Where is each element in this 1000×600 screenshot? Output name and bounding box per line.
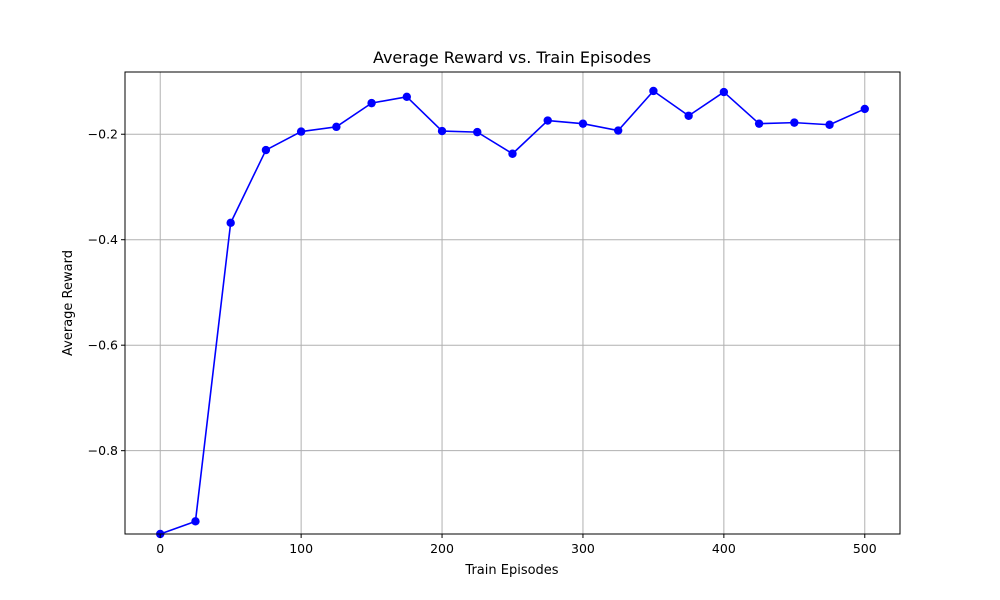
plot-frame <box>124 71 901 535</box>
x-tick-label: 100 <box>289 541 313 556</box>
y-axis-ticks: −0.8 −0.6 −0.4 −0.2 <box>88 127 125 458</box>
data-point <box>754 119 764 128</box>
series-layer <box>156 86 869 539</box>
y-tick-label: −0.8 <box>88 443 118 458</box>
data-point <box>860 104 869 114</box>
data-point <box>191 517 200 526</box>
x-tick-label: 500 <box>853 541 877 556</box>
data-point <box>825 120 834 129</box>
x-axis-ticks: 0 100 200 300 400 500 <box>156 534 877 556</box>
data-point <box>613 126 623 135</box>
data-point <box>578 119 588 128</box>
y-tick-label: −0.4 <box>88 232 118 247</box>
chart-title: Average Reward vs. Train Episodes <box>373 48 651 67</box>
x-tick-label: 400 <box>712 541 736 556</box>
data-point <box>684 111 693 120</box>
grid <box>125 72 900 534</box>
y-tick-label: −0.6 <box>88 338 118 353</box>
data-point <box>261 145 271 155</box>
data-point <box>649 86 658 96</box>
data-point <box>367 98 376 108</box>
data-point <box>508 149 517 158</box>
data-point <box>790 118 799 127</box>
y-axis-label: Average Reward <box>61 250 76 356</box>
data-point <box>719 87 729 97</box>
data-point <box>332 122 341 132</box>
data-point <box>437 126 447 136</box>
y-tick-label: −0.2 <box>88 127 118 142</box>
x-tick-label: 0 <box>156 541 164 556</box>
data-point <box>473 127 482 137</box>
data-point <box>402 92 412 101</box>
x-axis-label: Train Episodes <box>464 563 558 578</box>
data-point <box>226 218 235 228</box>
x-tick-label: 200 <box>430 541 454 556</box>
x-tick-label: 300 <box>571 541 595 556</box>
data-point <box>296 127 306 136</box>
data-point <box>543 116 552 125</box>
